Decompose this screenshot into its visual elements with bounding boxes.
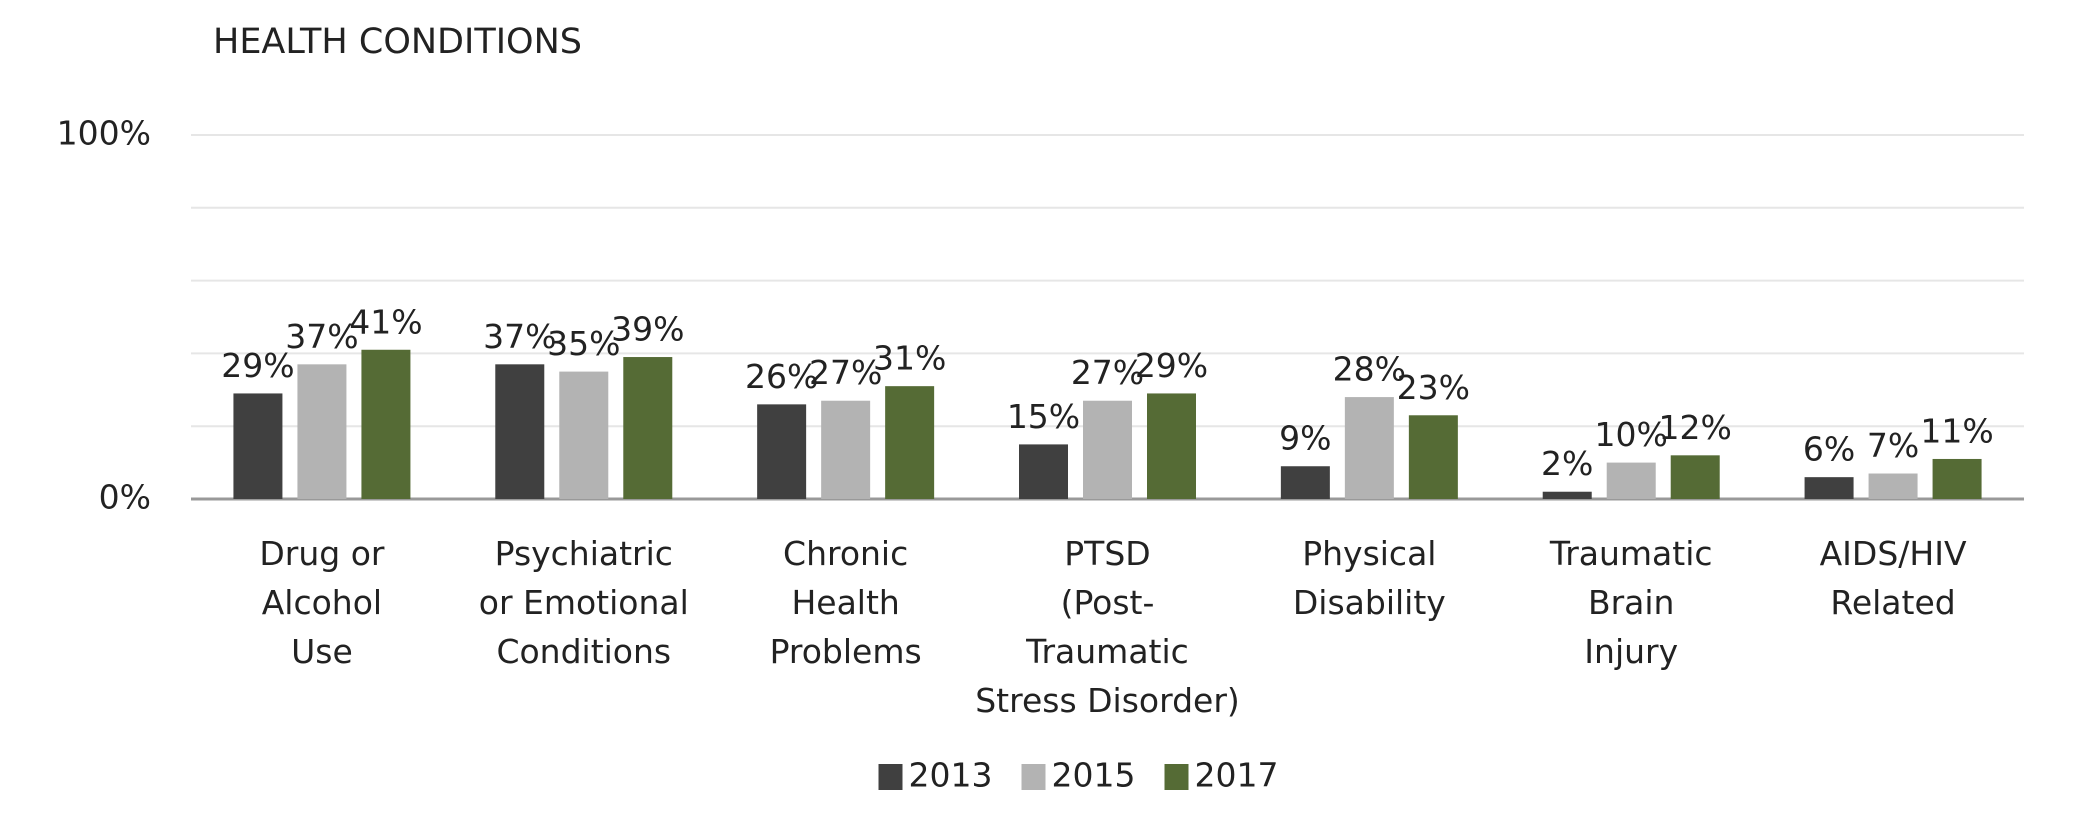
bar [361,349,411,499]
data-label: 28% [1333,350,1406,389]
x-tick-label: PTSD (Post-Traumatic Stress Disorder) [975,534,1240,720]
data-label: 2% [1541,444,1593,483]
data-label: 29% [221,346,294,385]
data-label: 6% [1803,430,1855,469]
legend-label: 2017 [1195,756,1279,795]
bar [1542,491,1592,499]
legend-label: 2013 [909,756,993,795]
y-tick-label: 0% [99,478,151,517]
data-label: 39% [611,310,684,349]
data-label: 37% [285,317,358,356]
bar [1932,458,1982,499]
data-label: 23% [1397,368,1470,407]
legend-swatch [878,764,903,790]
bar [559,371,609,499]
bar [821,400,871,499]
bar [1408,415,1458,499]
data-label: 37% [483,317,556,356]
x-tick-label: Physical Disability [1293,534,1446,622]
bar [623,357,673,499]
data-label: 35% [547,324,620,363]
data-label: 12% [1659,408,1732,447]
data-label: 29% [1135,346,1208,385]
x-tick-label: Chronic Health Problems [770,534,922,671]
data-label: 27% [809,353,882,392]
bar [1147,393,1196,499]
legend-swatch [1021,764,1046,790]
data-label: 15% [1007,397,1080,436]
data-label: 7% [1867,426,1919,465]
bar [1083,400,1132,499]
bar [1868,473,1918,499]
bar [1280,466,1330,499]
y-tick-label: 100% [57,114,151,153]
bar [495,364,545,499]
legend-swatch [1164,764,1189,790]
bar [757,404,807,499]
data-label: 9% [1279,419,1331,458]
data-label: 11% [1920,411,1993,450]
bar [1670,455,1720,499]
data-label: 26% [745,357,818,396]
bar [233,393,283,499]
x-tick-label: Psychiatric or Emotional Conditions [479,534,689,671]
bar [1606,462,1656,499]
chart-title: HEALTH CONDITIONS [213,22,582,62]
bar [1344,397,1394,499]
data-label: 27% [1071,353,1144,392]
x-tick-label: Drug or Alcohol Use [259,534,385,671]
x-tick-label: AIDS/HIV Related [1820,534,1967,622]
bar [297,364,347,499]
bar [1019,444,1068,499]
legend-label: 2015 [1052,756,1136,795]
bar [1804,477,1854,499]
x-tick-label: Traumatic Brain Injury [1549,534,1713,671]
bar [885,386,935,499]
data-label: 31% [873,339,946,378]
data-label: 10% [1595,415,1668,454]
data-label: 41% [349,302,422,341]
